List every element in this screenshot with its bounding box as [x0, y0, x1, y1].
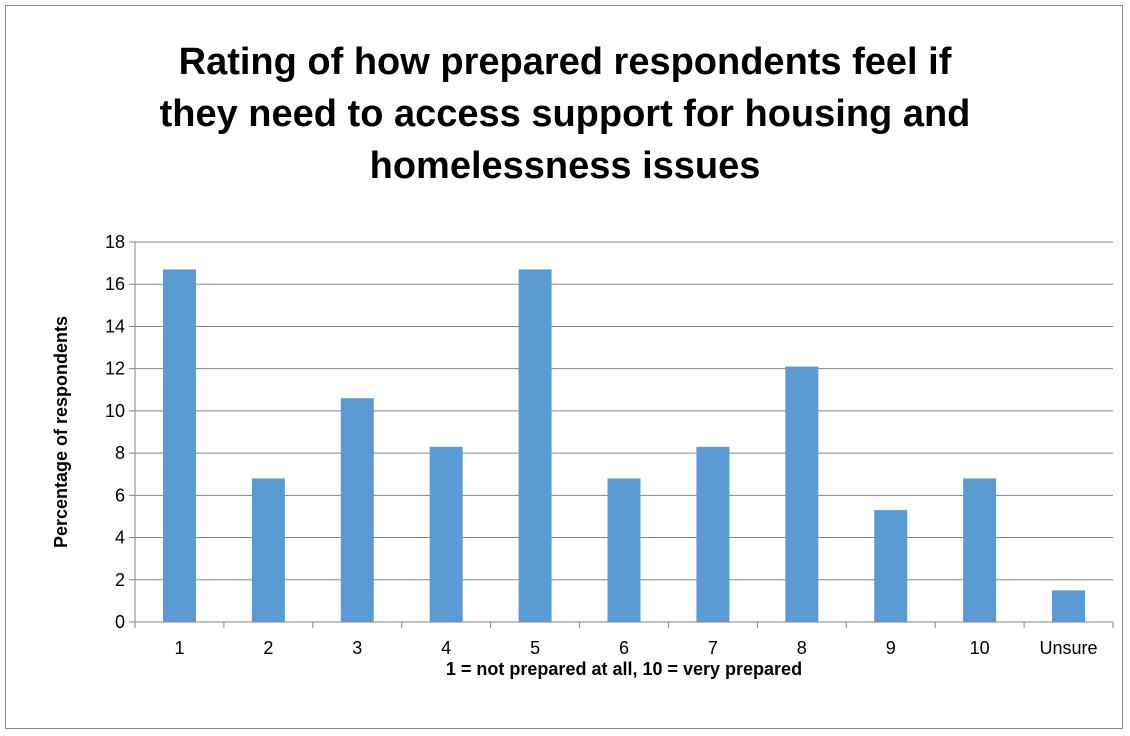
y-tick-label: 16	[105, 274, 125, 294]
x-tick-label: 6	[619, 638, 629, 658]
y-tick-label: 12	[105, 359, 125, 379]
bar-10	[963, 478, 997, 622]
x-tick-label: 4	[441, 638, 451, 658]
y-tick-label: 8	[115, 443, 125, 463]
x-tick-label: 9	[886, 638, 896, 658]
y-tick-label: 14	[105, 316, 125, 336]
bar-8	[785, 366, 819, 622]
y-tick-label: 0	[115, 612, 125, 632]
chart-title: Rating of how prepared respondents feel …	[159, 41, 971, 187]
bar-unsure	[1052, 590, 1086, 622]
axes	[129, 241, 1114, 628]
y-tick-label: 2	[115, 570, 125, 590]
y-tick-label: 6	[115, 485, 125, 505]
x-tick-label: 1	[174, 638, 184, 658]
y-tick-labels: 0 2 4 6 8 10 12 14 16 18	[105, 232, 125, 632]
bars	[162, 269, 1086, 622]
x-axis-label: 1 = not prepared at all, 10 = very prepa…	[446, 659, 802, 679]
x-tick-label: 5	[530, 638, 540, 658]
y-axis-label: Percentage of respondents	[51, 316, 71, 548]
bar-4	[429, 446, 463, 622]
bar-9	[874, 510, 908, 622]
bar-6	[607, 478, 641, 622]
y-tick-label: 18	[105, 232, 125, 252]
x-tick-label: 8	[797, 638, 807, 658]
bar-3	[340, 398, 374, 622]
x-tick-label: 10	[970, 638, 990, 658]
x-tick-label: 2	[263, 638, 273, 658]
bar-7	[696, 446, 730, 622]
y-tick-label: 10	[105, 401, 125, 421]
x-tick-label: 3	[352, 638, 362, 658]
x-tick-label: Unsure	[1040, 638, 1098, 658]
bar-1	[162, 269, 196, 622]
x-tick-labels: 1 2 3 4 5 6 7 8 9 10 Unsure	[174, 638, 1097, 658]
bar-2	[251, 478, 285, 622]
bar-5	[518, 269, 552, 622]
x-tick-label: 7	[708, 638, 718, 658]
y-tick-label: 4	[115, 528, 125, 548]
